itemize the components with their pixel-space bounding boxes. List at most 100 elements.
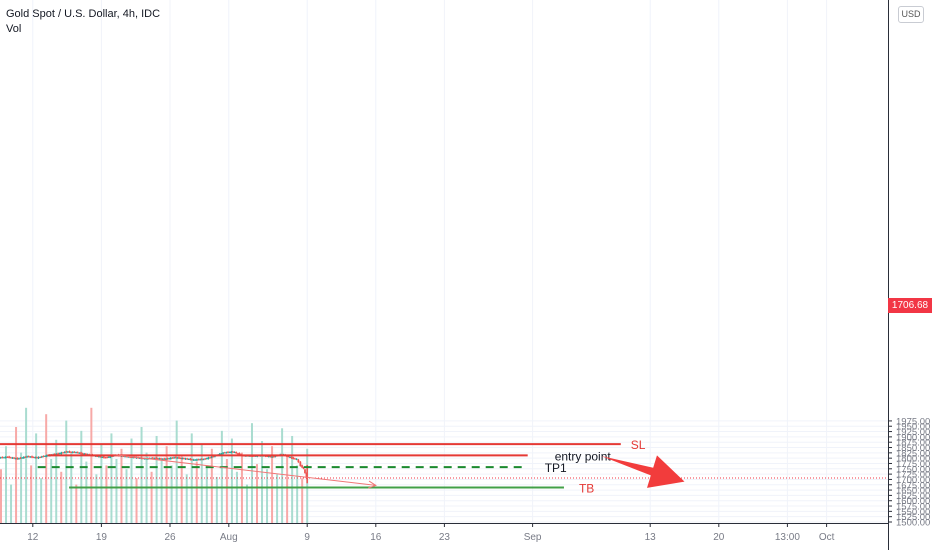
candle-body	[225, 452, 228, 454]
volume-bar	[20, 452, 23, 523]
time-tick-label: 26	[164, 532, 176, 543]
volume-bars	[0, 407, 309, 523]
candle-body	[272, 456, 275, 458]
volume-bar	[85, 461, 88, 523]
candle-body	[205, 458, 208, 460]
candle-body	[173, 457, 175, 459]
volume-bar	[271, 446, 274, 523]
candle-body	[60, 452, 63, 454]
volume-bar	[50, 459, 53, 523]
volume-bar	[40, 478, 43, 523]
candle-body	[297, 459, 300, 463]
price-tick-label: 1775.00	[896, 459, 930, 470]
candle-body	[0, 457, 2, 459]
candle-body	[194, 459, 197, 461]
candle-body	[209, 457, 211, 459]
candle-body	[161, 458, 164, 460]
volume-bar	[55, 439, 58, 523]
time-axis[interactable]: 12 19 26 Aug 9 16 23 Sep 13 20 13:00 Oct	[0, 523, 889, 543]
price-tick-label: 1725.00	[896, 470, 930, 481]
candle-body	[26, 456, 28, 458]
candle-body	[21, 457, 24, 459]
candle-body	[204, 458, 207, 460]
volume-bar	[155, 435, 158, 523]
volume-bar	[10, 484, 13, 523]
volume-bar	[306, 448, 309, 523]
price-tick-label: 1875.00	[896, 438, 930, 449]
candle-body	[168, 458, 171, 460]
entry-label: entry point	[555, 449, 612, 463]
candle-body	[191, 459, 193, 461]
time-tick-label: 20	[713, 532, 725, 543]
volume-bar	[80, 430, 83, 523]
candle-body	[202, 459, 205, 461]
volume-indicator-label[interactable]: Vol	[6, 23, 22, 35]
volume-bar	[195, 461, 198, 523]
candle-body	[166, 458, 169, 460]
candle-body	[107, 456, 110, 458]
candle-body	[16, 457, 19, 460]
candle-body	[223, 452, 226, 454]
candle-body	[187, 459, 190, 461]
volume-bar	[105, 465, 108, 523]
candle-body	[142, 458, 144, 460]
candle-body	[210, 456, 213, 458]
volume-bar	[160, 459, 163, 523]
sl-label: SL	[631, 438, 646, 452]
volume-bar	[210, 448, 213, 523]
volume-bar	[150, 471, 153, 523]
time-tick-label: 13:00	[775, 532, 800, 543]
candle-body	[106, 457, 109, 459]
down-arrow-icon[interactable]	[601, 455, 685, 488]
volume-bar	[180, 456, 183, 523]
candle-body	[301, 465, 303, 468]
candle-body	[83, 453, 86, 455]
candle-body	[130, 456, 133, 458]
candle-body	[67, 451, 69, 453]
candle-body	[295, 458, 298, 460]
volume-bar	[276, 474, 279, 523]
candle-body	[75, 452, 77, 454]
candle-body	[18, 458, 20, 460]
volume-bar	[225, 459, 228, 523]
volume-bar	[296, 465, 299, 523]
candle-body	[9, 457, 12, 459]
currency-badge[interactable]: USD	[898, 6, 924, 23]
time-tick-label: Sep	[524, 532, 542, 543]
candle-body	[145, 458, 148, 460]
candle-body	[207, 457, 210, 459]
volume-bar	[301, 478, 304, 523]
volume-bar	[5, 446, 8, 523]
volume-bar	[170, 465, 173, 523]
tp1-label: TP1	[545, 461, 567, 475]
candle-body	[267, 456, 270, 458]
volume-bar	[245, 484, 248, 523]
candle-body	[70, 451, 73, 453]
candle-body	[35, 457, 38, 459]
price-tick-label: 1825.00	[896, 448, 930, 459]
trend-arrow-line[interactable]	[111, 453, 376, 486]
candle-body	[289, 457, 291, 459]
candle-body	[169, 457, 172, 460]
volume-bar	[220, 430, 223, 523]
candle-body	[212, 456, 215, 458]
price-tick-label: 1800.00	[896, 454, 930, 465]
candle-body	[3, 457, 5, 459]
candle-body	[71, 451, 74, 453]
candle-body	[101, 456, 104, 458]
candle-body	[27, 456, 30, 458]
price-axis[interactable]: 1500.001525.001550.001575.001600.001625.…	[888, 0, 932, 550]
price-tick-label: 1625.00	[896, 491, 930, 502]
candle-body	[158, 458, 161, 460]
volume-bar	[15, 427, 18, 523]
volume-bar	[235, 471, 238, 523]
candle-body	[163, 458, 166, 460]
candle-body	[165, 458, 167, 460]
candle-body	[138, 457, 141, 459]
price-tick-label: 1850.00	[896, 443, 930, 454]
candle-body	[22, 456, 25, 459]
symbol-title[interactable]: Gold Spot / U.S. Dollar, 4h, IDC	[6, 8, 161, 20]
candle-body	[99, 456, 102, 458]
